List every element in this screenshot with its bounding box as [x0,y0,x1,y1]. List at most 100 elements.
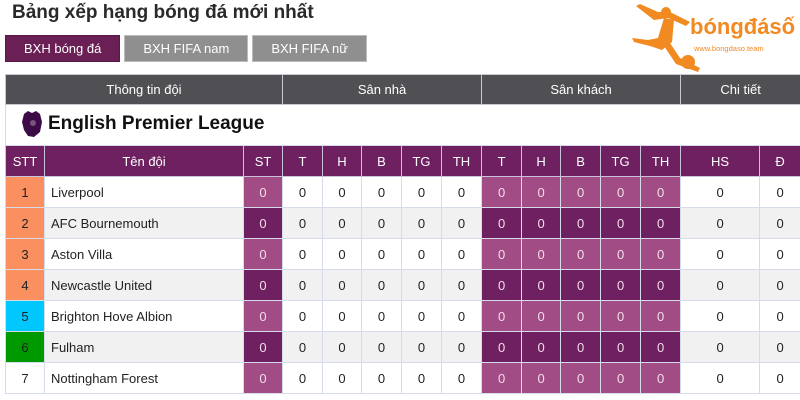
away-ga-cell: 0 [640,362,682,394]
away-draw-cell: 0 [521,238,562,270]
away-draw-cell: 0 [521,300,562,332]
col-team[interactable]: Tên đội [44,145,244,177]
logo-text: bóngđásố [690,14,795,39]
away-ga-cell: 0 [640,331,682,363]
away-gf-cell: 0 [600,238,642,270]
home-win-cell: 0 [282,362,323,394]
home-loss-cell: 0 [361,362,402,394]
team-name[interactable]: Aston Villa [44,238,244,270]
away-win-cell: 0 [481,238,523,270]
home-loss-cell: 0 [361,269,402,301]
col-played[interactable]: ST [243,145,283,177]
away-loss-cell: 0 [560,238,602,270]
home-loss-cell: 0 [361,176,402,208]
team-name[interactable]: Newcastle United [44,269,244,301]
table-row[interactable]: 7 Nottingham Forest 0 0 0 0 0 0 0 0 0 0 0 0 0 [5,362,800,394]
away-ga-cell: 0 [640,176,682,208]
tab-bxh-bong-da[interactable]: BXH bóng đá [5,35,121,62]
col-away-gf[interactable]: TG [600,145,642,177]
group-away: Sân khách [481,74,682,105]
col-home-draw[interactable]: H [322,145,362,177]
league-name: English Premier League [48,112,265,134]
played-cell: 0 [243,300,283,332]
rank-cell: 3 [5,238,45,270]
col-away-ga[interactable]: TH [640,145,682,177]
home-loss-cell: 0 [361,331,402,363]
premier-league-lion-icon [22,110,42,137]
away-ga-cell: 0 [640,238,682,270]
col-away-win[interactable]: T [481,145,523,177]
home-draw-cell: 0 [322,300,362,332]
table-row[interactable]: 3 Aston Villa 0 0 0 0 0 0 0 0 0 0 0 0 0 [5,238,800,270]
brand-logo[interactable]: bóngđásố www.bongdaso.team [628,0,800,76]
away-draw-cell: 0 [521,207,562,239]
group-home: Sân nhà [281,74,483,105]
home-gf-cell: 0 [401,362,442,394]
away-gf-cell: 0 [600,331,642,363]
group-header-row: Thông tin đội Sân nhà Sân khách Chi tiết [5,74,800,105]
team-name[interactable]: Nottingham Forest [44,362,244,394]
away-win-cell: 0 [481,176,523,208]
team-name[interactable]: AFC Bournemouth [44,207,244,239]
table-row[interactable]: 2 AFC Bournemouth 0 0 0 0 0 0 0 0 0 0 0 0 0 [5,207,800,239]
rank-cell: 7 [5,362,45,394]
team-name[interactable]: Fulham [44,331,244,363]
rank-cell: 4 [5,269,45,301]
group-team-info: Thông tin đội [5,74,283,105]
col-away-loss[interactable]: B [560,145,602,177]
played-cell: 0 [243,269,283,301]
home-gf-cell: 0 [401,207,442,239]
away-win-cell: 0 [481,269,523,301]
home-gf-cell: 0 [401,238,442,270]
tab-bxh-fifa-nam[interactable]: BXH FIFA nam [124,35,249,62]
home-gf-cell: 0 [401,300,442,332]
home-ga-cell: 0 [440,207,483,239]
points-cell: 0 [759,207,800,239]
away-draw-cell: 0 [521,362,562,394]
home-loss-cell: 0 [361,207,402,239]
home-win-cell: 0 [282,238,323,270]
home-win-cell: 0 [282,176,323,208]
home-gf-cell: 0 [401,176,442,208]
group-details: Chi tiết [680,74,800,105]
away-loss-cell: 0 [560,362,602,394]
col-home-loss[interactable]: B [361,145,402,177]
goal-diff-cell: 0 [680,176,761,208]
table-row[interactable]: 6 Fulham 0 0 0 0 0 0 0 0 0 0 0 0 0 [5,331,800,363]
goal-diff-cell: 0 [680,300,761,332]
table-row[interactable]: 4 Newcastle United 0 0 0 0 0 0 0 0 0 0 0 0 0 [5,269,800,301]
played-cell: 0 [243,176,283,208]
away-win-cell: 0 [481,362,523,394]
home-win-cell: 0 [282,269,323,301]
team-name[interactable]: Brighton Hove Albion [44,300,244,332]
col-goal-diff[interactable]: HS [680,145,761,177]
col-points[interactable]: Đ [759,145,800,177]
away-draw-cell: 0 [521,269,562,301]
col-home-win[interactable]: T [282,145,323,177]
away-win-cell: 0 [481,207,523,239]
footballer-icon: bóngđásố www.bongdaso.team [632,4,795,72]
page-title: Bảng xếp hạng bóng đá mới nhất [12,2,314,23]
home-ga-cell: 0 [440,300,483,332]
played-cell: 0 [243,362,283,394]
tab-bxh-fifa-nu[interactable]: BXH FIFA nữ [252,35,367,62]
home-loss-cell: 0 [361,238,402,270]
home-draw-cell: 0 [322,331,362,363]
col-home-ga[interactable]: TH [440,145,483,177]
table-row[interactable]: 1 Liverpool 0 0 0 0 0 0 0 0 0 0 0 0 0 [5,176,800,208]
team-name[interactable]: Liverpool [44,176,244,208]
home-loss-cell: 0 [361,300,402,332]
col-away-draw[interactable]: H [521,145,562,177]
goal-diff-cell: 0 [680,238,761,270]
away-draw-cell: 0 [521,331,562,363]
points-cell: 0 [759,362,800,394]
rank-cell: 1 [5,176,45,208]
home-draw-cell: 0 [322,176,362,208]
table-row[interactable]: 5 Brighton Hove Albion 0 0 0 0 0 0 0 0 0 0 0 0 0 [5,300,800,332]
col-rank[interactable]: STT [5,145,45,177]
away-ga-cell: 0 [640,300,682,332]
column-header-row: STT Tên đội ST T H B TG TH T H B TG TH HS Đ [5,145,800,177]
col-home-gf[interactable]: TG [401,145,442,177]
home-gf-cell: 0 [401,331,442,363]
goal-diff-cell: 0 [680,269,761,301]
